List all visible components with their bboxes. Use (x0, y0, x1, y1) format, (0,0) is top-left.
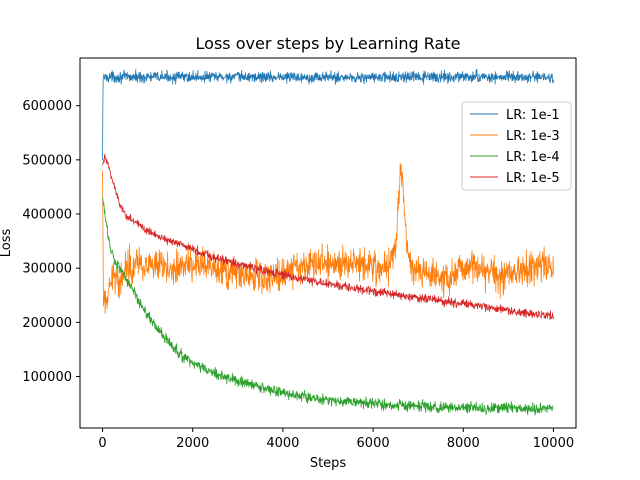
legend-box (461, 101, 572, 191)
x-tick-label: 8000 (447, 436, 480, 451)
y-tick-label: 100000 (22, 370, 72, 385)
y-tick-label: 300000 (22, 262, 72, 277)
legend-entry-label: LR: 1e-1 (506, 108, 560, 123)
y-tick-label: 200000 (22, 316, 72, 331)
legend: LR: 1e-1 LR: 1e-3 LR: 1e-4 LR: 1e-5 (461, 101, 572, 191)
y-tick-label: 500000 (22, 153, 72, 168)
y-axis-ticks: 100000 200000 300000 400000 500000 600000 (22, 99, 80, 385)
legend-entry-label: LR: 1e-3 (506, 129, 560, 144)
x-axis-label: Steps (310, 456, 347, 471)
legend-entry-label: LR: 1e-4 (506, 150, 560, 165)
chart-title: Loss over steps by Learning Rate (196, 34, 461, 53)
legend-entry-label: LR: 1e-5 (506, 171, 560, 186)
y-tick-label: 400000 (22, 208, 72, 223)
x-tick-label: 4000 (266, 436, 299, 451)
series-line-4 (102, 153, 554, 320)
axes-frame (79, 57, 577, 429)
series-line-1 (102, 69, 554, 160)
series-line-3 (102, 197, 554, 416)
x-tick-label: 0 (98, 436, 106, 451)
y-axis-label: Loss (0, 229, 14, 258)
x-tick-label: 10000 (533, 436, 574, 451)
series-layer (102, 69, 554, 416)
y-tick-label: 600000 (22, 99, 72, 114)
x-axis-ticks: 0 2000 4000 6000 8000 10000 (98, 428, 574, 451)
series-line-2 (102, 162, 554, 314)
x-tick-label: 2000 (176, 436, 209, 451)
x-tick-label: 6000 (357, 436, 390, 451)
